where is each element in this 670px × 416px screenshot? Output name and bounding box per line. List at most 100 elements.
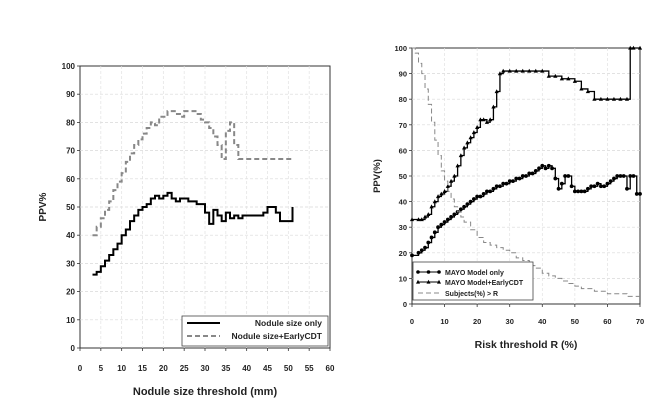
data-point <box>439 191 444 196</box>
data-point <box>637 45 643 50</box>
data-point <box>546 73 551 78</box>
data-point <box>553 176 558 181</box>
y-tick-label: 80 <box>399 95 407 104</box>
data-point <box>478 117 483 122</box>
data-point <box>566 76 571 81</box>
data-point <box>563 174 567 178</box>
x-tick-label: 50 <box>571 317 579 326</box>
data-point <box>471 130 476 135</box>
legend-label: MAYO Model+EarlyCDT <box>445 280 524 287</box>
x-tick-label: 20 <box>159 364 168 373</box>
y-tick-label: 40 <box>66 231 75 240</box>
data-point <box>550 166 554 171</box>
data-point <box>475 125 480 129</box>
data-point <box>468 199 473 204</box>
data-point <box>520 174 525 178</box>
data-point <box>504 181 509 186</box>
data-point <box>602 184 607 189</box>
data-point <box>615 174 620 178</box>
data-point <box>488 117 493 122</box>
data-point <box>608 179 613 184</box>
series-line-1 <box>92 110 293 237</box>
data-point <box>599 184 603 189</box>
data-point <box>507 68 512 73</box>
legend-marker <box>426 279 431 284</box>
data-point <box>511 179 515 184</box>
data-point <box>628 45 633 50</box>
x-axis-label: Risk threshold R (%) <box>475 339 578 351</box>
data-point <box>556 186 561 191</box>
data-point <box>569 184 574 189</box>
data-point <box>410 253 414 258</box>
data-point <box>494 89 499 94</box>
data-point <box>449 215 453 219</box>
data-point <box>576 189 581 194</box>
data-point <box>436 225 440 230</box>
nodule-size-chart: 0 10 20 30 40 50 60 70 80 90 100 0 5 10 15 20 25 30 35 40 45… <box>38 62 335 398</box>
data-point <box>419 248 424 253</box>
x-tick-label: 35 <box>221 364 230 373</box>
legend-marker <box>437 279 441 284</box>
x-tick-label: 60 <box>326 364 335 373</box>
data-point <box>514 176 519 181</box>
y-tick-label: 0 <box>403 300 407 309</box>
data-point <box>585 89 590 94</box>
data-point <box>481 192 486 196</box>
x-tick-label: 10 <box>440 317 448 326</box>
data-point <box>638 192 642 196</box>
risk-threshold-chart: 0 10 20 30 40 50 60 70 80 90 100 0 10 20 30 40 50 60 70 Ris… <box>372 44 644 351</box>
data-point <box>442 220 447 224</box>
data-point <box>507 179 512 184</box>
y-tick-label: 50 <box>399 172 407 181</box>
x-tick-label: 0 <box>78 364 83 373</box>
legend-label: Nodule size+EarlyCDT <box>232 331 323 341</box>
data-point <box>455 163 460 168</box>
data-point <box>634 192 639 196</box>
x-tick-label: 20 <box>473 317 481 326</box>
legend-label: Subjects(%) > R <box>445 291 498 298</box>
data-point <box>598 96 604 101</box>
y-axis-label: PPV(%) <box>372 159 383 193</box>
data-point <box>579 86 584 91</box>
data-point <box>579 189 584 194</box>
data-point <box>416 250 421 255</box>
data-point <box>491 104 496 109</box>
x-tick-label: 0 <box>410 317 414 326</box>
x-tick-label: 60 <box>603 317 611 326</box>
x-tick-label: 40 <box>242 364 251 373</box>
x-tick-label: 5 <box>99 364 104 373</box>
data-point <box>491 186 496 191</box>
data-point <box>462 145 467 150</box>
data-point <box>471 197 476 201</box>
data-point <box>611 96 617 101</box>
y-tick-label: 70 <box>66 147 75 156</box>
y-tick-label: 100 <box>394 44 407 53</box>
data-point <box>520 68 525 73</box>
data-point <box>481 117 486 122</box>
y-tick-label: 90 <box>66 90 75 99</box>
x-tick-label: 45 <box>263 364 272 373</box>
data-point <box>585 186 590 191</box>
data-point <box>485 189 489 194</box>
data-point <box>458 153 463 158</box>
data-point <box>543 166 548 171</box>
data-point <box>559 76 564 81</box>
legend-marker <box>437 270 441 274</box>
data-point <box>612 176 616 181</box>
data-point <box>621 174 626 178</box>
data-point <box>527 68 532 73</box>
data-point <box>540 163 545 168</box>
y-tick-label: 100 <box>62 62 76 71</box>
data-point <box>468 135 473 140</box>
data-point <box>484 119 490 124</box>
y-tick-label: 30 <box>66 259 75 268</box>
data-point <box>618 96 623 101</box>
data-point <box>432 230 437 235</box>
data-point <box>442 189 447 193</box>
data-point <box>494 184 499 189</box>
data-point <box>592 184 597 189</box>
data-point <box>426 212 431 216</box>
data-point <box>452 212 457 217</box>
data-point <box>631 174 636 178</box>
y-tick-label: 60 <box>399 146 407 155</box>
